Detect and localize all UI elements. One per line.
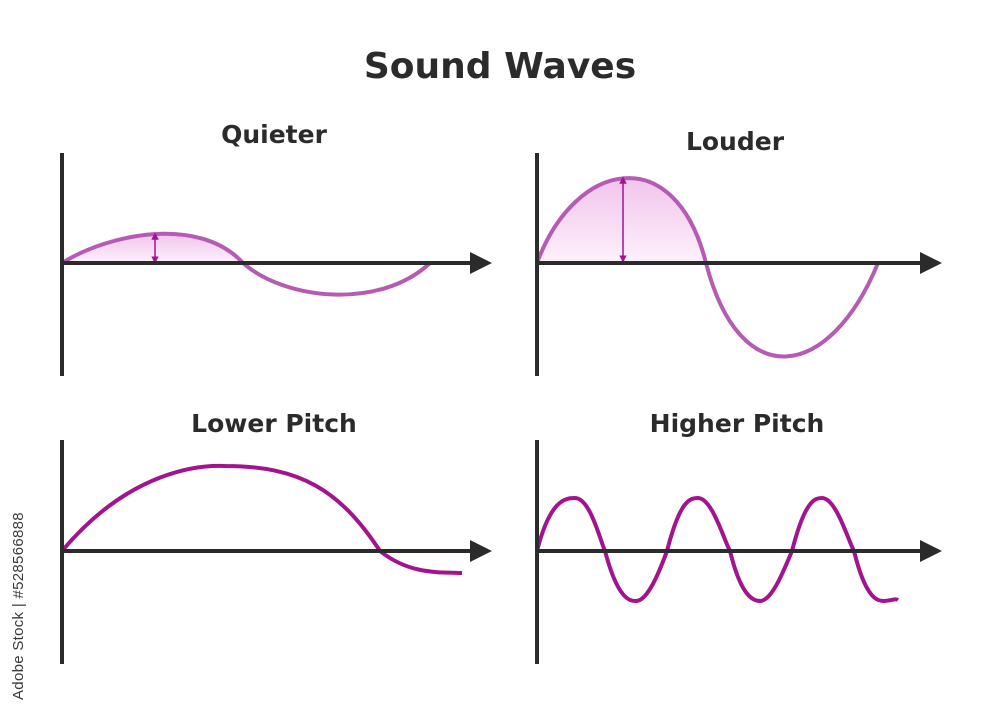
panel-title-louder: Louder [686, 127, 785, 156]
panel-lower-pitch: Lower Pitch [60, 409, 492, 664]
stock-credit: Adobe Stock | #528566888 [10, 512, 27, 700]
x-axis-arrowhead-higher-pitch [920, 540, 942, 562]
panel-title-quieter: Quieter [221, 120, 327, 149]
x-axis-arrowhead-lower-pitch [470, 540, 492, 562]
x-axis-arrowhead-quieter [470, 252, 492, 274]
main-title: Sound Waves [364, 46, 636, 87]
panel-louder: Louder [535, 127, 942, 376]
panel-higher-pitch: Higher Pitch [535, 409, 942, 664]
panel-quieter: Quieter [60, 120, 492, 376]
panel-title-lower-pitch: Lower Pitch [191, 409, 357, 438]
wave-lower-pitch [60, 463, 463, 575]
panel-title-higher-pitch: Higher Pitch [650, 409, 825, 438]
x-axis-arrowhead-louder [920, 252, 942, 274]
wave-fill-louder [537, 178, 706, 263]
